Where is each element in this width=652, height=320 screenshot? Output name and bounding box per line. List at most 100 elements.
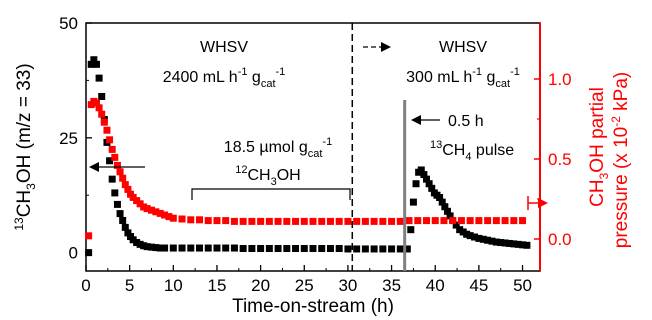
left-point xyxy=(370,245,378,253)
whsv1-l2-a: 2400 mL h xyxy=(163,69,238,86)
x-tick-label: 0 xyxy=(81,276,90,295)
left-point xyxy=(204,244,212,252)
right-title-l2-sup: -2 xyxy=(609,116,623,127)
left-point xyxy=(108,175,116,183)
left-point xyxy=(121,223,129,231)
left-point xyxy=(436,194,444,202)
left-point xyxy=(514,240,522,248)
right-point xyxy=(156,209,164,217)
right-point xyxy=(147,206,155,214)
left-point xyxy=(326,244,334,252)
right-point xyxy=(405,217,413,225)
pulse-time-label: 0.5 h xyxy=(448,113,484,130)
right-point xyxy=(187,216,195,224)
left-point xyxy=(471,233,479,241)
arrow-to-right-axis xyxy=(527,196,548,210)
x-axis-title: Time-on-stream (h) xyxy=(232,296,394,317)
left-point xyxy=(446,212,454,220)
whsv2-line1: WHSV xyxy=(439,39,487,56)
left-point xyxy=(178,244,186,252)
ch4pulse-sub: 4 xyxy=(465,151,471,163)
right-point xyxy=(501,217,509,225)
right-point xyxy=(423,217,430,225)
right-point xyxy=(300,217,308,225)
left-point xyxy=(523,241,531,249)
left-point xyxy=(187,244,195,252)
right-point xyxy=(98,110,106,118)
left-point xyxy=(497,239,505,247)
left-point xyxy=(505,239,513,247)
left-point xyxy=(283,244,291,252)
left-point xyxy=(230,244,238,252)
left-axis-title-main: CH xyxy=(14,190,35,217)
right-tick-label: 0.5 xyxy=(548,150,572,169)
left-point xyxy=(169,244,177,252)
umol-label: 18.5 µmol gcat-1 xyxy=(224,136,332,160)
whsv2-line2: 300 mL h-1 gcat-1 xyxy=(406,66,520,90)
left-point xyxy=(379,245,387,253)
right-tick-label: 0.0 xyxy=(548,230,572,249)
left-tick-label: 50 xyxy=(59,14,78,33)
whsv2-l2-a: 300 mL h xyxy=(406,69,472,86)
whsv1-l2-sub: cat xyxy=(261,78,276,90)
right-point xyxy=(239,217,247,225)
right-point xyxy=(475,217,483,225)
right-point xyxy=(165,213,173,221)
right-point xyxy=(414,217,422,225)
right-point xyxy=(353,217,361,225)
right-point xyxy=(335,217,343,225)
right-point xyxy=(326,217,334,225)
right-point xyxy=(248,217,256,225)
left-point xyxy=(92,60,100,68)
ch3oh12-sub: 3 xyxy=(271,176,277,188)
right-point xyxy=(222,217,230,225)
left-point xyxy=(156,244,164,252)
right-point xyxy=(257,217,265,225)
left-point xyxy=(423,175,430,183)
right-point xyxy=(370,217,378,225)
left-point xyxy=(98,92,106,100)
left-point xyxy=(213,244,221,252)
right-title-l1-sub: 3 xyxy=(597,172,611,179)
left-point xyxy=(443,207,451,215)
ch4pulse-a: CH xyxy=(442,142,465,159)
right-title-l2-a: pressure (x 10 xyxy=(611,127,632,248)
left-point xyxy=(309,244,317,252)
left-point xyxy=(475,234,483,242)
umol-sup: -1 xyxy=(322,136,332,148)
right-point xyxy=(388,217,396,225)
left-point xyxy=(344,245,352,253)
right-point xyxy=(484,217,492,225)
left-point xyxy=(113,200,121,208)
left-point xyxy=(143,243,151,251)
right-point xyxy=(111,153,119,161)
right-title-l1-b: OH partial xyxy=(587,87,608,173)
right-point xyxy=(309,217,317,225)
right-point xyxy=(121,181,129,189)
left-point xyxy=(95,74,103,82)
left-point xyxy=(87,60,95,68)
arrow-dashed-switch xyxy=(363,42,391,52)
right-point xyxy=(143,205,151,213)
left-point xyxy=(510,240,518,248)
right-point xyxy=(519,217,527,225)
left-point xyxy=(292,244,300,252)
left-point xyxy=(85,249,93,257)
left-point xyxy=(412,180,420,188)
whsv1-l2-sup1: -1 xyxy=(238,66,248,78)
left-point xyxy=(90,56,98,64)
left-point xyxy=(239,244,247,252)
ch3oh12-a: CH xyxy=(248,167,271,184)
right-point xyxy=(113,161,121,169)
left-point xyxy=(396,245,404,253)
x-tick-label: 25 xyxy=(295,276,314,295)
whsv2-l2-b: g xyxy=(482,69,495,86)
right-point xyxy=(95,104,103,112)
right-point xyxy=(274,217,282,225)
x-tick-label: 35 xyxy=(382,276,401,295)
left-point xyxy=(488,237,496,245)
left-point xyxy=(353,245,361,253)
right-point xyxy=(318,217,326,225)
left-point xyxy=(501,239,509,247)
right-title-l2-b: kPa) xyxy=(611,72,632,116)
